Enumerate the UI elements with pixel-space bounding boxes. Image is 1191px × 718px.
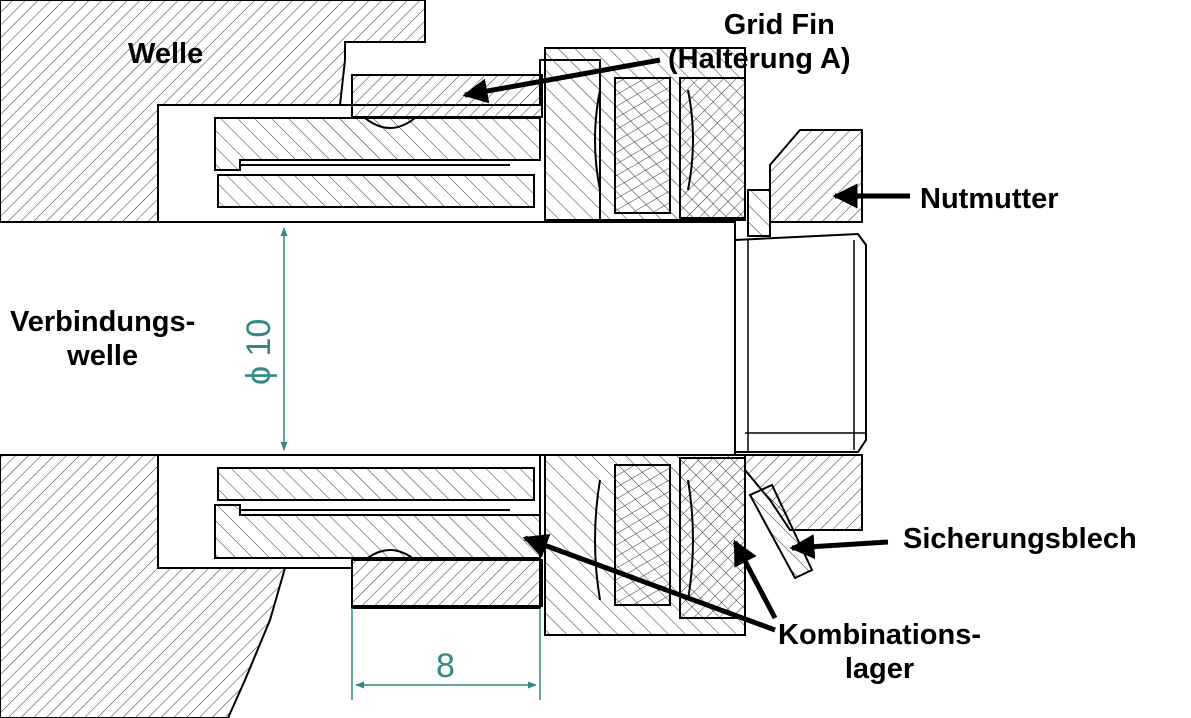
label-verbindungswelle: Verbindungs- welle: [10, 305, 195, 373]
label-kombinationslager-line1: Kombinations-: [778, 619, 981, 651]
leader-kombinationslager-1: [522, 534, 776, 633]
leader-grid-fin: [462, 57, 661, 104]
label-kombinationslager-line2: lager: [844, 653, 915, 685]
shaft-thread-end: [734, 232, 867, 453]
nutmutter-top: [769, 129, 863, 223]
label-grid-fin-line1: Grid Fin: [723, 9, 835, 41]
label-welle: Welle: [128, 38, 204, 70]
label-grid-fin-line2: (Halterung A): [668, 43, 851, 75]
label-grid-fin: Grid Fin (Halterung A): [668, 8, 851, 76]
grid-fin-bottom: [351, 559, 543, 607]
grid-fin-top: [351, 74, 543, 118]
dimension-diameter-label: ϕ 10: [240, 319, 278, 385]
inner-sleeve-bottom: [214, 504, 541, 559]
label-kombinationslager: Kombinations- lager: [778, 618, 981, 686]
leader-kombinationslager-2: [732, 539, 778, 620]
needle-roller-bottom: [217, 467, 535, 501]
dimension-width-label: 8: [436, 647, 455, 685]
label-verbindungswelle-line1: Verbindungs-: [10, 306, 196, 338]
label-sicherungsblech: Sicherungsblech: [903, 523, 1137, 555]
label-verbindungswelle-line2: welle: [67, 340, 139, 372]
leader-sicherungsblech: [789, 534, 889, 560]
label-nutmutter: Nutmutter: [920, 183, 1059, 215]
needle-roller-top: [217, 174, 535, 208]
